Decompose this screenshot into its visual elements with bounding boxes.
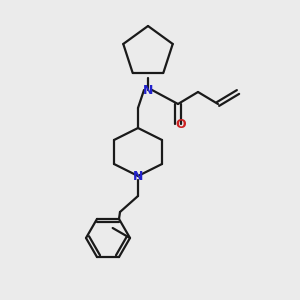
Text: N: N [133, 169, 143, 182]
Text: N: N [143, 83, 153, 97]
Text: O: O [176, 118, 186, 130]
